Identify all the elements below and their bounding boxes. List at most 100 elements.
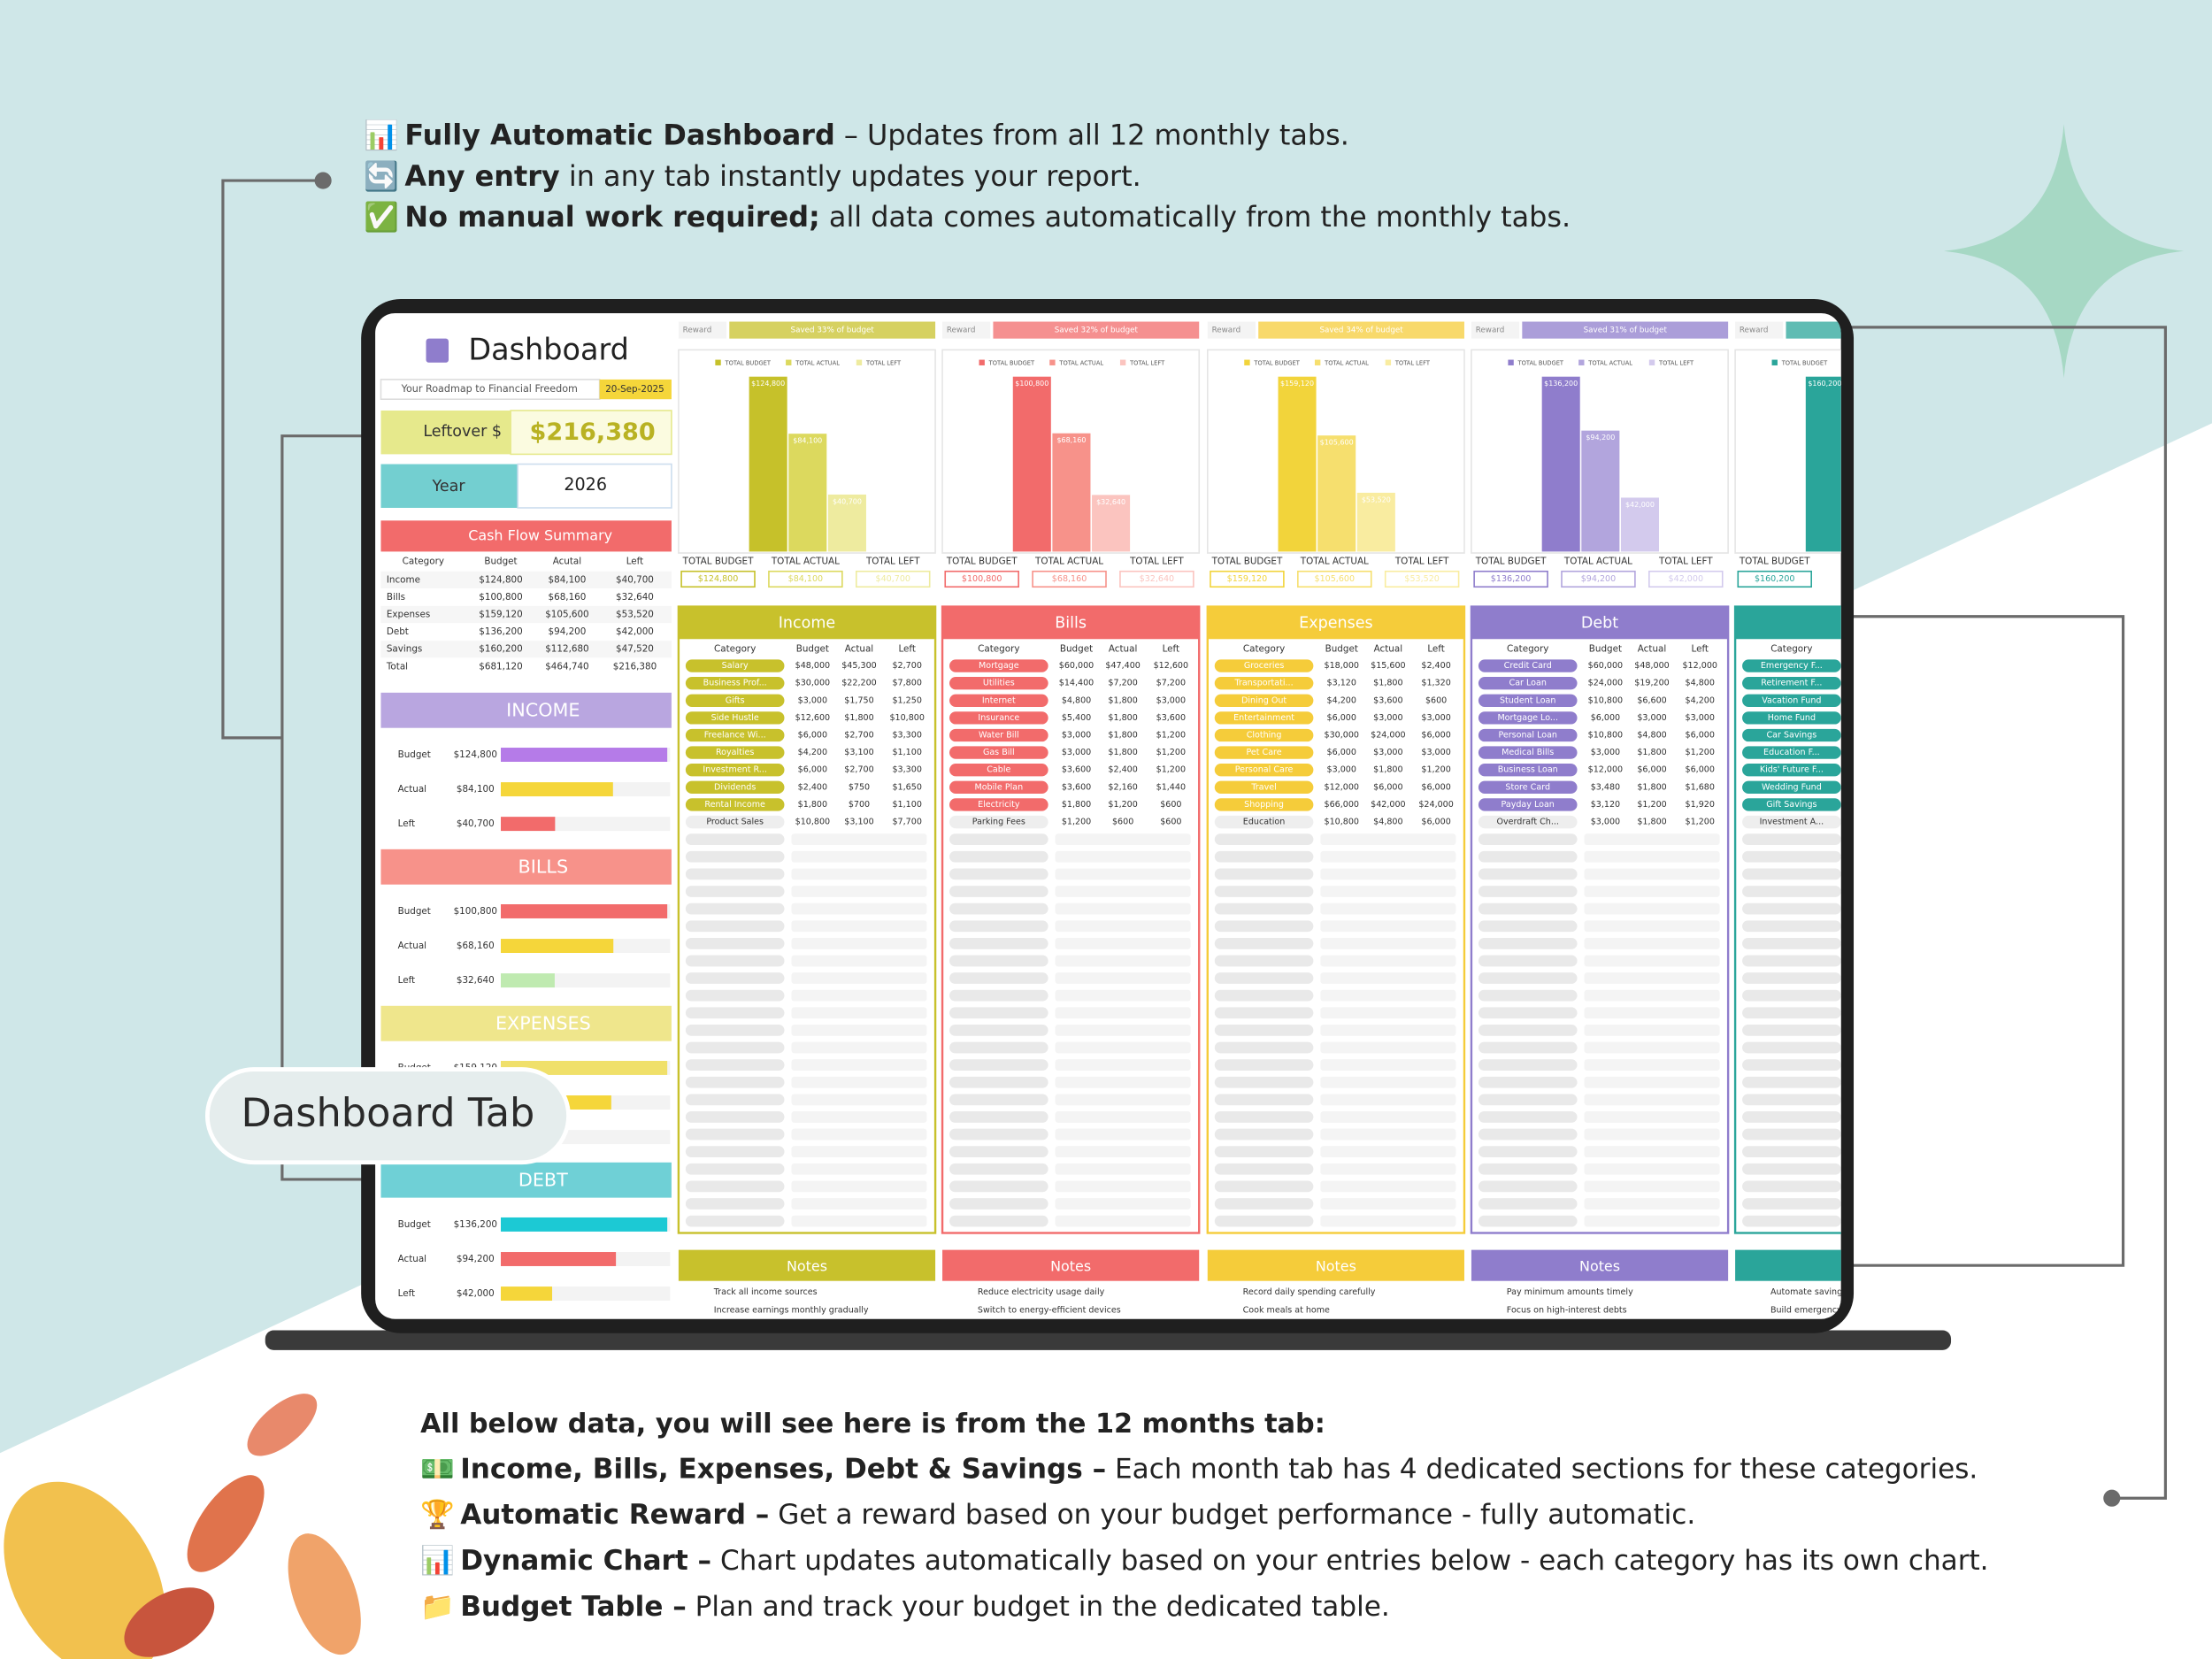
table-cell: Car Loan bbox=[1509, 679, 1547, 688]
chart-value: $100,800 bbox=[962, 574, 1002, 584]
table-row bbox=[380, 571, 672, 588]
empty-row bbox=[685, 955, 785, 967]
feature-bold: Any entry bbox=[404, 159, 560, 193]
table-cell: Income bbox=[387, 574, 420, 585]
icon: 🔄 bbox=[364, 159, 399, 193]
empty-row bbox=[1214, 868, 1314, 880]
empty-row bbox=[1742, 1094, 1841, 1106]
column-header: Category bbox=[978, 643, 1019, 654]
column-header: Budget bbox=[1060, 643, 1093, 654]
value-box bbox=[1297, 570, 1372, 588]
table-cell: $1,800 bbox=[1637, 818, 1666, 827]
empty-row-cells bbox=[791, 850, 927, 863]
empty-row bbox=[1478, 937, 1578, 949]
empty-row bbox=[685, 902, 785, 915]
empty-row bbox=[685, 850, 785, 863]
chart-bar bbox=[1581, 430, 1620, 552]
chart-bar bbox=[788, 434, 827, 552]
leaf bbox=[4, 1481, 165, 1659]
table-frame bbox=[677, 605, 937, 1234]
note: Cook meals at home bbox=[1243, 1306, 1330, 1316]
empty-row-cells bbox=[791, 955, 927, 967]
note: Automate savings bbox=[1770, 1287, 1847, 1297]
table-cell: $1,100 bbox=[892, 800, 921, 810]
table-cell: $47,520 bbox=[616, 644, 654, 655]
empty-row-cells bbox=[1055, 955, 1191, 967]
empty-row bbox=[1478, 902, 1578, 915]
leaf bbox=[187, 1475, 265, 1572]
table-cell: $100,800 bbox=[479, 592, 522, 603]
empty-row bbox=[685, 833, 785, 846]
empty-row-cells bbox=[1584, 1128, 1720, 1141]
bar-value-label: $124,800 bbox=[751, 380, 785, 388]
icon: ✅ bbox=[364, 200, 399, 234]
empty-row-cells bbox=[1055, 886, 1191, 897]
empty-row bbox=[949, 1025, 1048, 1036]
empty-row-cells bbox=[1584, 850, 1720, 863]
column-header: Left bbox=[1427, 643, 1445, 654]
table-cell: $1,250 bbox=[892, 695, 921, 705]
empty-row bbox=[685, 1198, 785, 1210]
empty-row-cells bbox=[791, 1025, 927, 1036]
empty-row bbox=[949, 1094, 1048, 1106]
empty-row bbox=[1214, 886, 1314, 897]
empty-row-cells bbox=[1584, 955, 1720, 967]
chart-category: TOTAL LEFT bbox=[865, 557, 920, 567]
bar-value-label: $136,200 bbox=[1544, 380, 1578, 388]
table-cell: $30,000 bbox=[795, 679, 830, 688]
empty-row bbox=[949, 955, 1048, 967]
table-cell: $2,400 bbox=[1421, 661, 1450, 671]
legend-label: TOTAL BUDGET bbox=[725, 360, 772, 367]
chart-bar bbox=[827, 494, 866, 552]
category-pill bbox=[949, 694, 1048, 707]
empty-row-cells bbox=[1055, 989, 1191, 1002]
chart-value: $94,200 bbox=[1581, 574, 1616, 584]
connector bbox=[1833, 326, 2167, 1500]
empty-row bbox=[685, 1180, 785, 1193]
empty-row bbox=[1214, 1007, 1314, 1019]
empty-row bbox=[949, 868, 1048, 880]
table-cell: $4,200 bbox=[798, 748, 827, 757]
empty-row bbox=[1478, 1111, 1578, 1123]
legend-swatch bbox=[1244, 359, 1250, 365]
empty-row bbox=[949, 1041, 1048, 1054]
table-cell: Retirement F... bbox=[1761, 679, 1822, 688]
table-cell: $7,200 bbox=[1156, 679, 1186, 688]
table-cell: Mortgage Lo... bbox=[1497, 713, 1558, 723]
column-header: Left bbox=[626, 557, 644, 567]
empty-row-cells bbox=[1584, 1041, 1720, 1054]
empty-row bbox=[1742, 1111, 1841, 1123]
dot bbox=[314, 172, 332, 189]
empty-row bbox=[1742, 1198, 1841, 1210]
table-cell: $12,000 bbox=[1682, 661, 1717, 671]
empty-row bbox=[1214, 1215, 1314, 1227]
reward-box bbox=[1471, 321, 1520, 339]
chart-category: TOTAL BUDGET bbox=[682, 557, 754, 567]
table-cell: $1,800 bbox=[1637, 782, 1666, 792]
empty-row-cells bbox=[791, 1094, 927, 1106]
table-cell: $4,200 bbox=[1327, 695, 1356, 705]
category-pill bbox=[1478, 711, 1578, 725]
notes-header bbox=[1471, 1249, 1729, 1281]
category-pill bbox=[1214, 780, 1314, 795]
legend-label: TOTAL LEFT bbox=[1394, 360, 1431, 367]
chart-value: $40,700 bbox=[876, 574, 910, 584]
empty-row bbox=[949, 1007, 1048, 1019]
dashboard-title: Dashboard bbox=[468, 333, 629, 367]
leaf bbox=[247, 1394, 318, 1456]
column-header: Category bbox=[714, 643, 756, 654]
reward: Reward bbox=[1476, 326, 1505, 335]
table-cell: $4,800 bbox=[1637, 730, 1666, 740]
table-cell: $2,400 bbox=[798, 782, 827, 792]
empty-row bbox=[685, 1041, 785, 1054]
category-pill bbox=[685, 711, 785, 725]
bar-value-label: $53,520 bbox=[1362, 495, 1391, 503]
empty-row bbox=[1214, 1025, 1314, 1036]
icon: 🏆 bbox=[420, 1498, 455, 1531]
table-cell: $3,000 bbox=[1156, 695, 1186, 705]
table-cell: $216,380 bbox=[613, 661, 657, 672]
empty-row-cells bbox=[791, 937, 927, 949]
column-header: Budget bbox=[796, 643, 829, 654]
legend-swatch bbox=[1314, 359, 1321, 365]
category-pill bbox=[1478, 659, 1578, 672]
